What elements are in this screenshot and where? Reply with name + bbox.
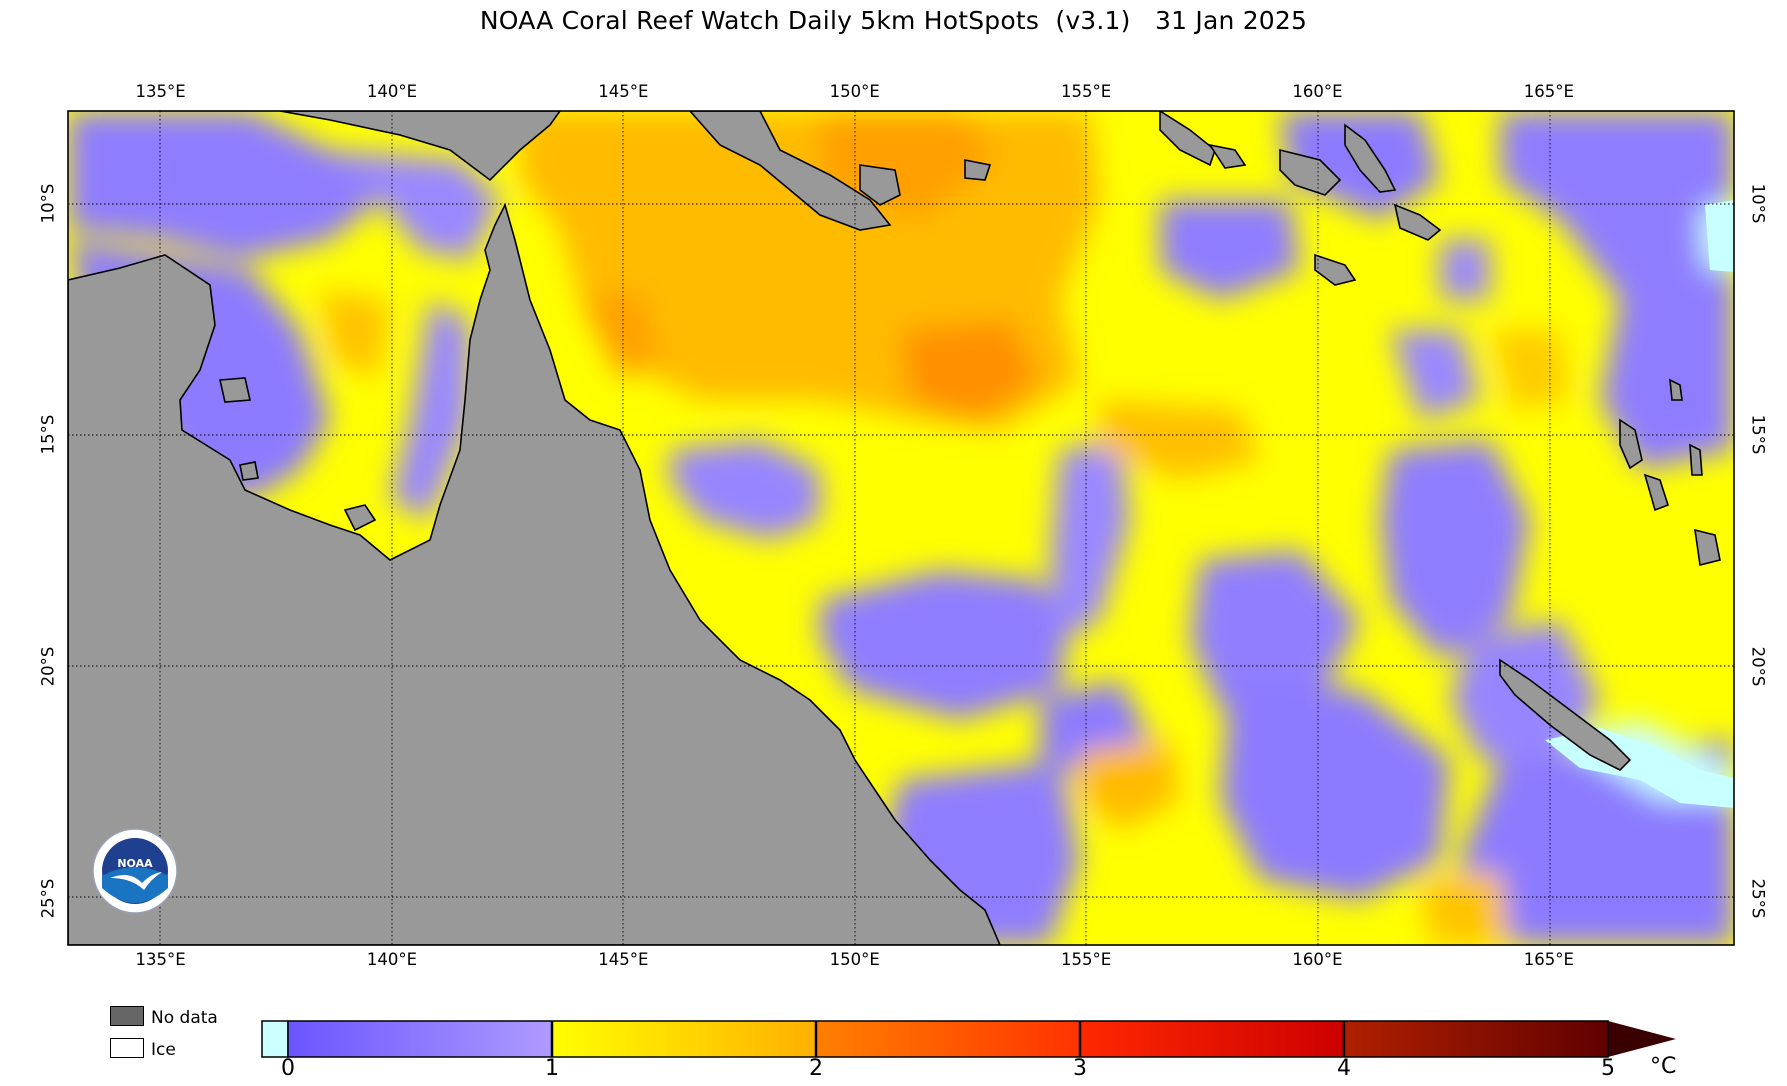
lon-tick-label-top: 135°E [135, 82, 186, 101]
new-guinea-east [688, 111, 892, 231]
lon-tick-label-top: 155°E [1061, 82, 1112, 101]
lat-tick-label-right: 10°S [1748, 183, 1768, 224]
lon-tick-label-top: 150°E [829, 82, 880, 101]
colorbar-tick-label: 1 [545, 1056, 559, 1081]
colorbar-unit: °C [1650, 1054, 1677, 1079]
lat-tick-label-right: 25°S [1748, 878, 1768, 919]
colorbar [261, 1020, 1676, 1058]
solomon-islands-land [1279, 148, 1342, 196]
lon-tick-label-bottom: 140°E [366, 950, 418, 969]
graticule [68, 111, 1734, 945]
colorbar-tick-label: 2 [809, 1056, 823, 1081]
australia-land [68, 202, 1001, 945]
lon-tick-label-top: 140°E [366, 82, 418, 101]
lat-tick-label-left: 25°S [38, 878, 58, 919]
lat-tick-label-left: 10°S [38, 183, 58, 224]
colorbar-below-zero [261, 1020, 289, 1058]
new-guinea-land [279, 111, 561, 182]
ice-swatch [110, 1038, 144, 1058]
colorbar-extend-arrow [1608, 1021, 1676, 1057]
lon-tick-label-top: 160°E [1292, 82, 1343, 101]
lon-tick-label-bottom: 160°E [1292, 950, 1343, 969]
map-title: NOAA Coral Reef Watch Daily 5km HotSpots… [479, 6, 1308, 35]
lon-tick-label-bottom: 165°E [1523, 950, 1574, 969]
lon-tick-label-bottom: 135°E [135, 950, 186, 969]
no-data-swatch [110, 1006, 144, 1026]
lat-tick-label-right: 15°S [1748, 414, 1768, 455]
ice-label: Ice [151, 1040, 176, 1060]
no-data-label: No data [151, 1008, 218, 1028]
colorbar-tick-label: 5 [1601, 1056, 1615, 1081]
new-caledonia-land [1499, 658, 1632, 771]
vanuatu-land [1619, 418, 1643, 470]
colorbar-gradient [288, 1021, 1608, 1057]
lon-tick-label-bottom: 145°E [598, 950, 649, 969]
lat-tick-label-left: 20°S [38, 646, 58, 687]
lon-tick-label-bottom: 155°E [1061, 950, 1112, 969]
ocean-hotspot-field [68, 111, 1734, 945]
map-frame [67, 110, 1735, 946]
noaa-logo-icon: NOAA [92, 828, 178, 914]
logo-text: NOAA [117, 857, 153, 870]
colorbar-tick-label: 4 [1337, 1056, 1351, 1081]
lat-tick-label-left: 15°S [38, 414, 58, 455]
land-masses [68, 111, 1721, 945]
lon-tick-label-top: 145°E [598, 82, 649, 101]
lon-tick-label-top: 165°E [1523, 82, 1574, 101]
colorbar-tick-label: 0 [281, 1056, 295, 1081]
lon-tick-label-bottom: 150°E [829, 950, 880, 969]
colorbar-tick-label: 3 [1073, 1056, 1087, 1081]
lat-tick-label-right: 20°S [1748, 646, 1768, 687]
